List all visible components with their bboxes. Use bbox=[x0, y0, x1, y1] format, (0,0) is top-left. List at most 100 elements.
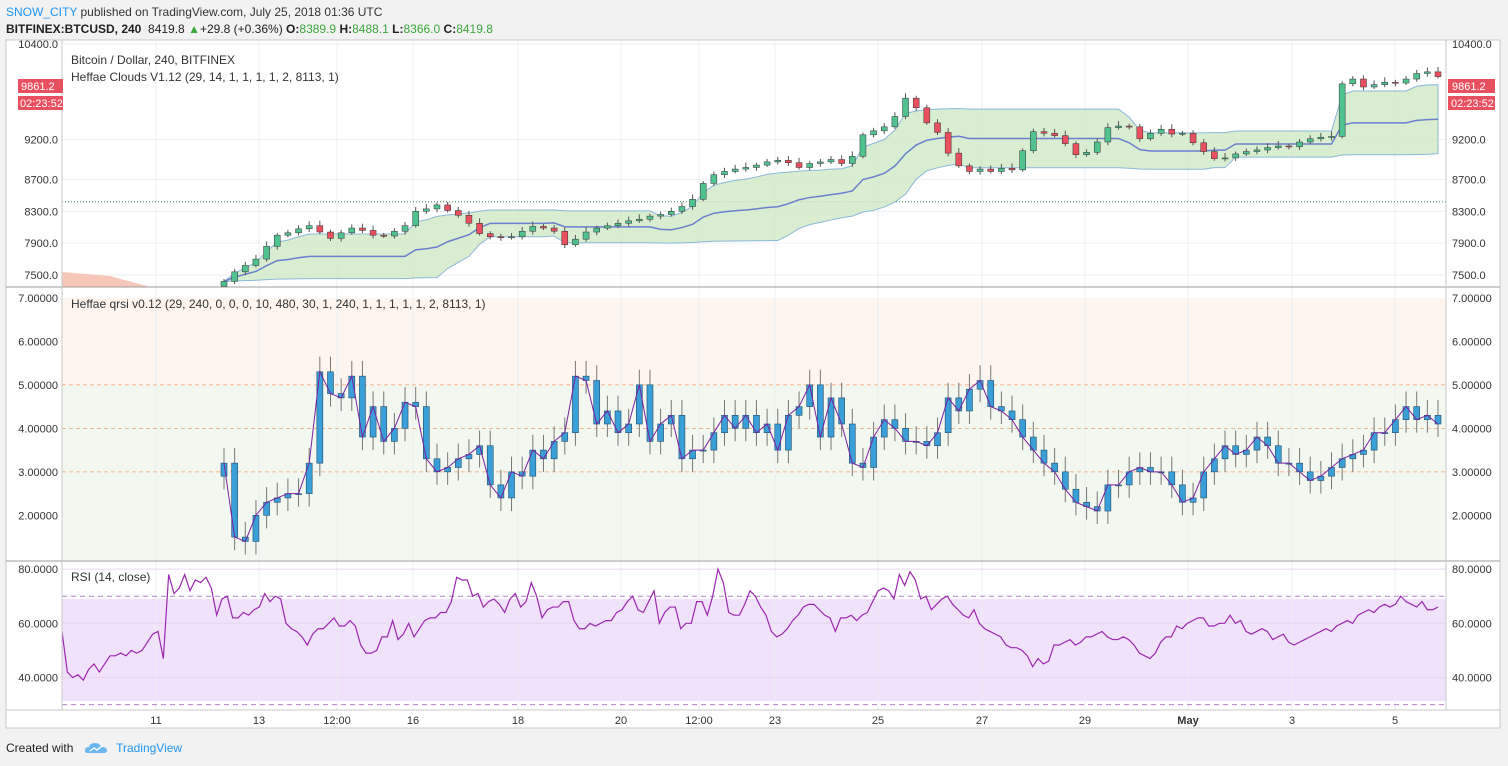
qrsi-tick-label: 2.00000 bbox=[1452, 510, 1492, 522]
candle-body bbox=[273, 234, 281, 247]
price-tick-label: 9200.0 bbox=[1452, 135, 1486, 147]
high-value: 8488.1 bbox=[352, 22, 389, 36]
candle-body bbox=[870, 130, 877, 136]
candle-body bbox=[540, 226, 547, 229]
time-axis-label: 27 bbox=[976, 715, 988, 727]
candle-body bbox=[1285, 145, 1293, 148]
last-price: 8419.8 bbox=[148, 22, 185, 36]
candle-body bbox=[1296, 141, 1303, 148]
qrsi-tick-label: 3.00000 bbox=[1452, 467, 1492, 479]
time-axis-label: 23 bbox=[769, 715, 781, 727]
axes-layer: 11 13 12:00 16 18 20 12:00 23 25 27 29 May 3 5 10400.0… bbox=[18, 39, 1492, 727]
candle-body bbox=[678, 206, 686, 212]
candle-body bbox=[423, 208, 430, 212]
candle-body bbox=[1424, 71, 1431, 74]
price-tick-label: 8700.0 bbox=[1452, 174, 1486, 186]
candle-body bbox=[1349, 78, 1357, 85]
candle-body bbox=[731, 168, 739, 172]
time-axis-label: 13 bbox=[253, 715, 265, 727]
close-value: 8419.8 bbox=[456, 22, 493, 36]
candle-body bbox=[1243, 151, 1250, 155]
candle-body bbox=[1200, 142, 1207, 152]
candle-body bbox=[1317, 136, 1325, 140]
candle-body bbox=[529, 226, 537, 232]
right-price-badge-text: 9861.2 bbox=[1452, 81, 1486, 93]
time-axis-label: 3 bbox=[1289, 715, 1295, 727]
candle-body bbox=[710, 174, 718, 184]
candle-body bbox=[263, 246, 270, 260]
price-change: +29.8 (+0.36%) bbox=[199, 22, 283, 36]
candle-body bbox=[966, 165, 973, 172]
candle-body bbox=[305, 225, 313, 230]
qrsi-upper-zone bbox=[62, 298, 1446, 385]
candle-body bbox=[689, 199, 696, 207]
close-label: C: bbox=[443, 22, 457, 36]
candle-body bbox=[721, 171, 728, 175]
candle-body bbox=[348, 227, 356, 234]
left-countdown-badge bbox=[18, 96, 63, 110]
time-axis-label: 11 bbox=[150, 715, 161, 727]
rsi-line bbox=[61, 566, 1439, 682]
candle-body bbox=[572, 238, 579, 246]
candle-body bbox=[1093, 141, 1101, 153]
candle-body bbox=[401, 225, 409, 232]
candle-body bbox=[231, 271, 238, 282]
main-chart-title: Bitcoin / Dollar, 240, BITFINEX bbox=[71, 53, 235, 67]
candle-body bbox=[1051, 132, 1058, 136]
candles-layer bbox=[220, 66, 1442, 287]
time-axis-label: May bbox=[1177, 715, 1199, 727]
candle-body bbox=[1392, 81, 1399, 84]
open-value: 8389.9 bbox=[299, 22, 337, 36]
candle-body bbox=[242, 265, 249, 273]
candle-body bbox=[1381, 81, 1389, 85]
symbol-label: BITFINEX:BTCUSD, 240 bbox=[6, 22, 142, 36]
candle-body bbox=[327, 231, 334, 239]
candle-body bbox=[220, 281, 228, 287]
time-axis-label: 18 bbox=[512, 715, 524, 727]
low-label: L: bbox=[392, 22, 404, 36]
qrsi-tick-label: 7.00000 bbox=[1452, 293, 1492, 305]
candle-body bbox=[465, 215, 473, 224]
qrsi-tick-label: 7.00000 bbox=[18, 293, 58, 305]
cloud-layer bbox=[62, 84, 1439, 287]
candle-body bbox=[923, 107, 931, 124]
candle-body bbox=[1338, 83, 1346, 137]
candle-body bbox=[1264, 147, 1271, 151]
qrsi-tick-label: 6.00000 bbox=[1452, 336, 1492, 348]
high-label: H: bbox=[339, 22, 353, 36]
candle-body bbox=[444, 204, 451, 211]
low-value: 8366.0 bbox=[403, 22, 441, 36]
candle-body bbox=[838, 159, 845, 164]
candle-body bbox=[1072, 143, 1080, 155]
time-axis-label: 16 bbox=[407, 715, 419, 727]
candle-body bbox=[1179, 132, 1186, 135]
candle-body bbox=[859, 134, 867, 157]
candle-body bbox=[806, 163, 813, 168]
qrsi-tick-label: 4.00000 bbox=[18, 423, 58, 435]
rsi-tick-label: 80.0000 bbox=[1452, 564, 1492, 576]
candle-body bbox=[1232, 153, 1239, 159]
candle-body bbox=[880, 126, 888, 132]
author-link[interactable]: SNOW_CITY bbox=[6, 5, 78, 19]
candle-body bbox=[1168, 128, 1176, 135]
candle-body bbox=[497, 236, 505, 239]
created-with-label: Created with bbox=[6, 741, 74, 755]
candle-body bbox=[486, 233, 494, 238]
left-countdown-badge-text: 02:23:52 bbox=[20, 98, 63, 110]
candle-body bbox=[817, 161, 824, 164]
right-countdown-badge bbox=[1448, 96, 1495, 110]
tradingview-brand-link[interactable]: TradingView bbox=[116, 741, 183, 755]
candle-body bbox=[795, 162, 803, 168]
ohlc-header: BITFINEX:BTCUSD, 240 8419.8 ▲+29.8 (+0.3… bbox=[6, 22, 493, 36]
qrsi-indicator-title: Heffae qrsi v0.12 (29, 240, 0, 0, 0, 10,… bbox=[71, 297, 486, 311]
qrsi-tick-label: 5.00000 bbox=[1452, 380, 1492, 392]
left-price-badge bbox=[18, 79, 63, 93]
candle-body bbox=[902, 97, 909, 117]
candle-body bbox=[849, 156, 856, 164]
price-tick-label: 8300.0 bbox=[1452, 206, 1486, 218]
candle-body bbox=[1083, 152, 1090, 155]
candle-body bbox=[636, 219, 643, 222]
candle-body bbox=[1434, 71, 1442, 77]
cloud-baseline bbox=[223, 118, 1439, 283]
